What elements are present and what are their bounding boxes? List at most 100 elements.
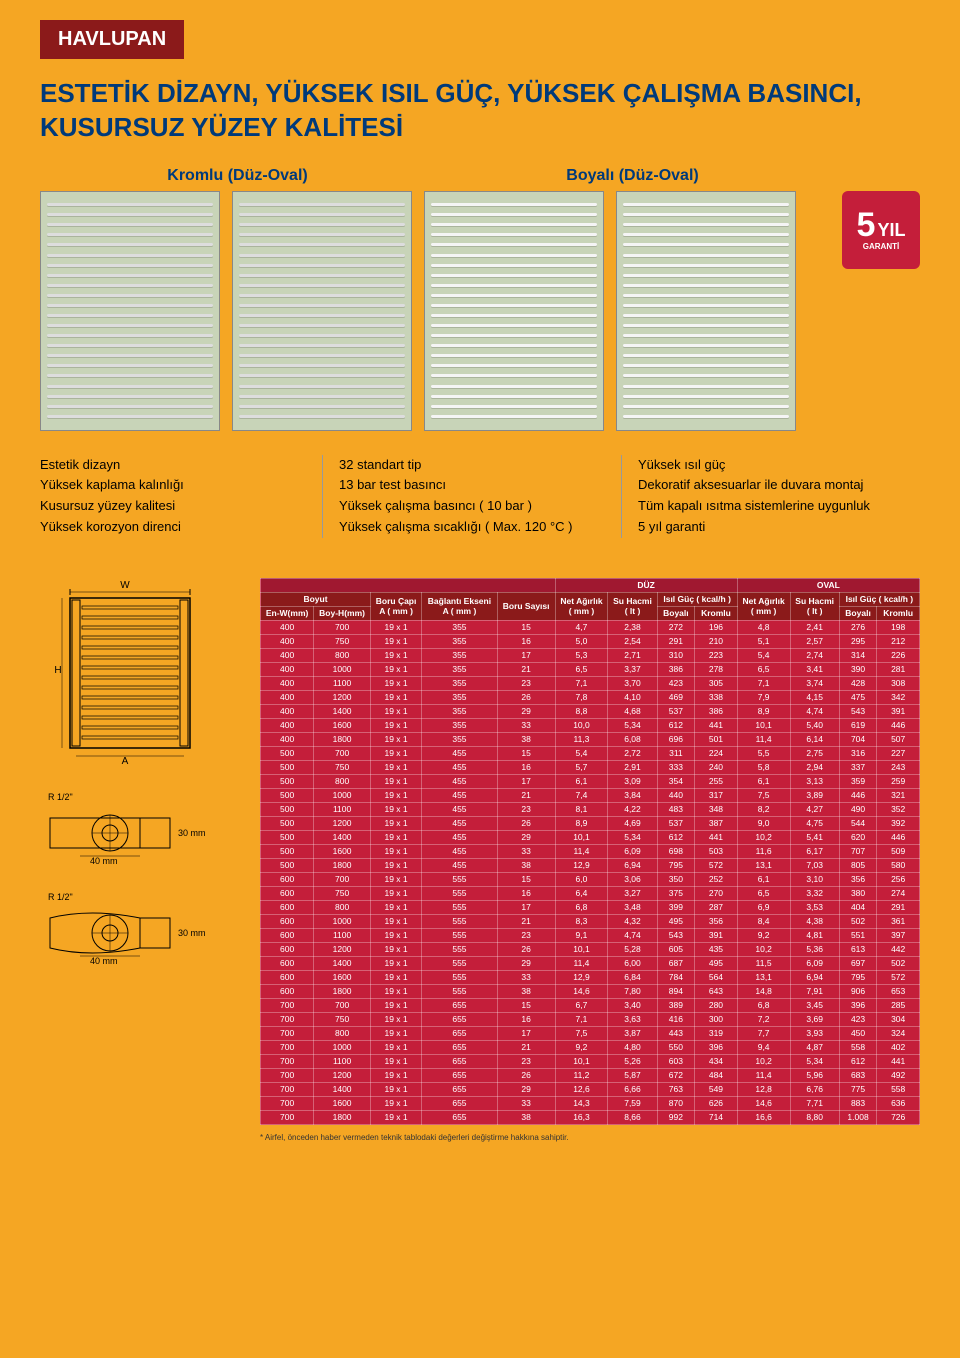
hdr-boyut: Boyut [261, 592, 371, 606]
warranty-garanti: GARANTİ [863, 242, 899, 251]
feature-col-2: 32 standart tip13 bar test basıncıYüksek… [339, 455, 622, 538]
spec-table: DÜZ OVAL Boyut Boru ÇapıA ( mm ) Bağlant… [260, 578, 920, 1125]
feature-item: Tüm kapalı ısıtma sistemlerine uygunluk [638, 496, 906, 517]
feature-item: Yüksek korozyon direnci [40, 517, 308, 538]
table-row: 500180019 x 14553812,96,9479557213,17,03… [261, 858, 920, 872]
hdr-kromlu: Kromlu [695, 606, 738, 620]
table-body: 40070019 x 1355154,72,382721964,82,41276… [261, 620, 920, 1124]
hdr-isil-guc2: Isıl Güç ( kcal/h ) [839, 592, 919, 606]
diagram-conn-1: R 1/2" 30 mm 40 mm [40, 788, 240, 868]
table-row: 500120019 x 1455268,94,695373879,04,7554… [261, 816, 920, 830]
feature-item: Yüksek çalışma basıncı ( 10 bar ) [339, 496, 607, 517]
diagram-front: W H A [40, 578, 240, 768]
hdr-kromlu2: Kromlu [877, 606, 920, 620]
feature-item: Yüksek kaplama kalınlığı [40, 475, 308, 496]
feature-item: 32 standart tip [339, 455, 607, 476]
table-row: 40080019 x 1355175,32,713102235,42,74314… [261, 648, 920, 662]
conn-r12-1: R 1/2" [48, 792, 73, 802]
hdr-su-hacmi2: Su Hacmi( lt ) [790, 592, 839, 620]
hdr-duz: DÜZ [555, 578, 737, 592]
table-row: 700180019 x 16553816,38,6699271416,68,80… [261, 1110, 920, 1124]
radiator-chrome-oval [232, 191, 412, 431]
table-row: 60080019 x 1555176,83,483992876,93,53404… [261, 900, 920, 914]
table-row: 40075019 x 1355165,02,542912105,12,57295… [261, 634, 920, 648]
feature-item: Kusursuz yüzey kalitesi [40, 496, 308, 517]
table-row: 400100019 x 1355216,53,373862786,53,4139… [261, 662, 920, 676]
table-row: 600180019 x 15553814,67,8089464314,87,91… [261, 984, 920, 998]
table-row: 600140019 x 15552911,46,0068749511,56,09… [261, 956, 920, 970]
hdr-isil-guc: Isıl Güç ( kcal/h ) [657, 592, 737, 606]
feature-item: Yüksek ısıl güç [638, 455, 906, 476]
table-row: 400180019 x 13553811,36,0869650111,46,14… [261, 732, 920, 746]
variant-labels: Kromlu (Düz-Oval) Boyalı (Düz-Oval) [40, 167, 920, 185]
table-row: 40070019 x 1355154,72,382721964,82,41276… [261, 620, 920, 634]
table-row: 700140019 x 16552912,66,6676354912,86,76… [261, 1082, 920, 1096]
headline-part3: YÜKSEK ÇALIŞMA BASINCI, [500, 78, 861, 108]
product-images: 5 YIL GARANTİ [40, 191, 920, 431]
table-row: 70075019 x 1655167,13,634163007,23,69423… [261, 1012, 920, 1026]
table-row: 600100019 x 1555218,34,324953568,44,3850… [261, 914, 920, 928]
table-row: 50075019 x 1455165,72,913332405,82,94337… [261, 760, 920, 774]
feature-col-1: Estetik dizaynYüksek kaplama kalınlığıKu… [40, 455, 323, 538]
warranty-badge: 5 YIL GARANTİ [842, 191, 920, 269]
feature-item: Dekoratif aksesuarlar ile duvara montaj [638, 475, 906, 496]
dim-h: H [54, 665, 61, 676]
table-row: 400160019 x 13553310,05,3461244110,15,40… [261, 718, 920, 732]
dim-30-2: 30 mm [178, 928, 206, 938]
radiator-paint-oval [616, 191, 796, 431]
table-row: 50070019 x 1455155,42,723112245,52,75316… [261, 746, 920, 760]
radiator-chrome-flat [40, 191, 220, 431]
hdr-oval: OVAL [737, 578, 919, 592]
hdr-baglanti: Bağlantı EkseniA ( mm ) [422, 592, 498, 620]
table-row: 400110019 x 1355237,13,704233057,13,7442… [261, 676, 920, 690]
section-title: HAVLUPAN [40, 20, 184, 59]
features-row: Estetik dizaynYüksek kaplama kalınlığıKu… [40, 455, 920, 538]
hdr-net-agir2: Net Ağırlık( mm ) [737, 592, 790, 620]
table-row: 600110019 x 1555239,14,745433919,24,8155… [261, 928, 920, 942]
hdr-boy: Boy-H(mm) [314, 606, 371, 620]
diagram-column: W H A R 1/2" [40, 578, 240, 1142]
table-row: 700110019 x 16552310,15,2660343410,25,34… [261, 1054, 920, 1068]
feature-item: 5 yıl garanti [638, 517, 906, 538]
variant-right-label: Boyalı (Düz-Oval) [435, 167, 830, 185]
table-row: 400140019 x 1355298,84,685373868,94,7454… [261, 704, 920, 718]
headline-part1: ESTETİK DİZAYN, [40, 78, 259, 108]
table-row: 50080019 x 1455176,13,093542556,13,13359… [261, 774, 920, 788]
dim-30-1: 30 mm [178, 828, 206, 838]
table-row: 400120019 x 1355267,84,104693387,94,1547… [261, 690, 920, 704]
headline-part4: KUSURSUZ YÜZEY KALİTESİ [40, 112, 403, 142]
table-row: 700120019 x 16552611,25,8767248411,45,96… [261, 1068, 920, 1082]
headline-part2: YÜKSEK ISIL GÜÇ, [259, 78, 501, 108]
table-row: 70080019 x 1655177,53,874433197,73,93450… [261, 1026, 920, 1040]
dim-a: A [122, 756, 129, 767]
hdr-boru-sayisi: Boru Sayısı [497, 592, 555, 620]
feature-item: 13 bar test basıncı [339, 475, 607, 496]
feature-item: Estetik dizayn [40, 455, 308, 476]
table-row: 500160019 x 14553311,46,0969850311,66,17… [261, 844, 920, 858]
feature-item: Yüksek çalışma sıcaklığı ( Max. 120 °C ) [339, 517, 607, 538]
table-row: 700100019 x 1655219,24,805503969,44,8755… [261, 1040, 920, 1054]
hdr-boyali: Boyalı [657, 606, 695, 620]
dim-w: W [120, 580, 130, 591]
dim-40-1: 40 mm [90, 856, 118, 866]
hdr-boyali2: Boyalı [839, 606, 877, 620]
table-row: 500100019 x 1455217,43,844403177,53,8944… [261, 788, 920, 802]
dim-40-2: 40 mm [90, 956, 118, 966]
page: HAVLUPAN ESTETİK DİZAYN, YÜKSEK ISIL GÜÇ… [0, 0, 960, 1358]
warranty-years: 5 [857, 208, 876, 242]
conn-r12-2: R 1/2" [48, 892, 73, 902]
variant-left-label: Kromlu (Düz-Oval) [40, 167, 435, 185]
footnote: * Airfel, önceden haber vermeden teknik … [260, 1133, 920, 1142]
hdr-boru-capi: Boru ÇapıA ( mm ) [370, 592, 421, 620]
hdr-su-hacmi: Su Hacmi( lt ) [608, 592, 657, 620]
table-row: 600120019 x 15552610,15,2860543510,25,36… [261, 942, 920, 956]
table-column: DÜZ OVAL Boyut Boru ÇapıA ( mm ) Bağlant… [260, 578, 920, 1142]
radiator-paint-flat [424, 191, 604, 431]
diagram-conn-2: R 1/2" 30 mm 40 mm [40, 888, 240, 968]
hdr-en: En-W(mm) [261, 606, 314, 620]
table-row: 70070019 x 1655156,73,403892806,83,45396… [261, 998, 920, 1012]
hdr-net-agir: Net Ağırlık( mm ) [555, 592, 608, 620]
warranty-yil: YIL [877, 221, 905, 239]
table-row: 500110019 x 1455238,14,224833488,24,2749… [261, 802, 920, 816]
headline: ESTETİK DİZAYN, YÜKSEK ISIL GÜÇ, YÜKSEK … [40, 77, 920, 145]
